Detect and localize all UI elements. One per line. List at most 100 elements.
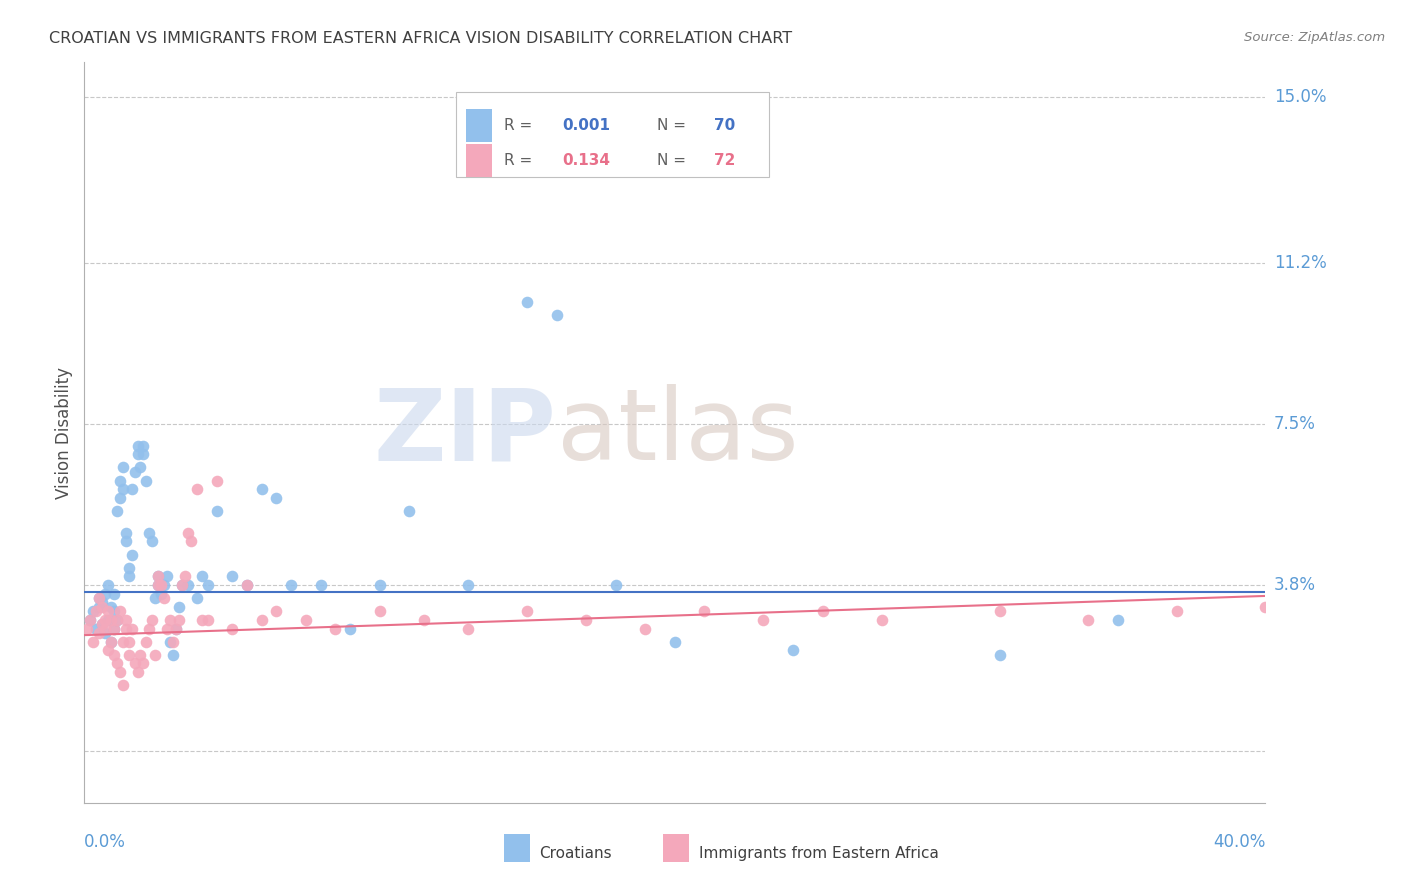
Point xyxy=(156,569,179,583)
Point xyxy=(156,622,179,636)
Point xyxy=(118,634,141,648)
Text: N =: N = xyxy=(657,153,686,168)
Point xyxy=(546,308,568,322)
Point xyxy=(135,634,157,648)
Point xyxy=(325,622,347,636)
Text: 70: 70 xyxy=(714,118,735,133)
Text: 0.134: 0.134 xyxy=(562,153,610,168)
Point xyxy=(368,578,391,592)
Point xyxy=(111,634,134,648)
Point xyxy=(516,604,538,618)
Point xyxy=(108,665,131,680)
Point xyxy=(132,447,155,461)
Point xyxy=(100,634,122,648)
Point xyxy=(1254,599,1277,614)
Point xyxy=(153,591,176,606)
Point xyxy=(266,604,288,618)
Point xyxy=(82,604,104,618)
Point xyxy=(173,569,195,583)
Point xyxy=(162,634,184,648)
Point xyxy=(143,648,166,662)
Bar xyxy=(465,109,492,143)
Point xyxy=(143,591,166,606)
Point xyxy=(752,613,775,627)
Text: ZIP: ZIP xyxy=(374,384,557,481)
Point xyxy=(1107,613,1129,627)
Point xyxy=(114,622,136,636)
Point xyxy=(309,578,332,592)
Text: 0.0%: 0.0% xyxy=(84,833,127,851)
Point xyxy=(413,613,436,627)
Point xyxy=(167,613,190,627)
Point xyxy=(170,578,193,592)
Point xyxy=(191,613,214,627)
Point xyxy=(108,604,131,618)
Point xyxy=(127,439,149,453)
Point xyxy=(180,534,202,549)
Point xyxy=(94,626,117,640)
Point xyxy=(167,599,190,614)
Text: Croatians: Croatians xyxy=(538,846,612,861)
Point xyxy=(103,622,125,636)
Point xyxy=(150,587,173,601)
Point xyxy=(91,599,114,614)
Point xyxy=(84,622,107,636)
Point xyxy=(148,569,170,583)
Bar xyxy=(503,834,530,862)
Point xyxy=(124,465,146,479)
Point xyxy=(138,525,160,540)
Point xyxy=(148,578,170,592)
Point xyxy=(221,569,243,583)
Point xyxy=(127,665,149,680)
Point xyxy=(250,613,273,627)
Point xyxy=(87,626,111,640)
Point xyxy=(105,504,128,518)
Text: N =: N = xyxy=(657,118,686,133)
Point xyxy=(118,560,141,574)
Point xyxy=(693,604,716,618)
Point xyxy=(295,613,318,627)
Point xyxy=(207,474,229,488)
Point xyxy=(664,634,686,648)
Point xyxy=(605,578,627,592)
Point xyxy=(105,613,128,627)
Point xyxy=(150,578,173,592)
Text: 0.001: 0.001 xyxy=(562,118,610,133)
Bar xyxy=(664,834,689,862)
Point xyxy=(97,578,120,592)
Point xyxy=(118,569,141,583)
Point xyxy=(159,613,181,627)
Point xyxy=(111,678,134,692)
Point xyxy=(87,591,111,606)
Point xyxy=(94,587,117,601)
Text: 3.8%: 3.8% xyxy=(1274,576,1316,594)
Point xyxy=(221,622,243,636)
Point xyxy=(94,622,117,636)
Point xyxy=(129,460,152,475)
Point xyxy=(103,648,125,662)
Bar xyxy=(465,144,492,178)
Point xyxy=(1077,613,1099,627)
Point xyxy=(177,525,200,540)
Point xyxy=(108,474,131,488)
Point xyxy=(127,447,149,461)
Point xyxy=(103,587,125,601)
Point xyxy=(165,622,187,636)
Text: 7.5%: 7.5% xyxy=(1274,415,1316,433)
Point xyxy=(339,622,361,636)
Point xyxy=(575,613,598,627)
Text: 40.0%: 40.0% xyxy=(1213,833,1265,851)
Text: R =: R = xyxy=(503,118,531,133)
Point xyxy=(132,657,155,671)
Point xyxy=(91,617,114,632)
Point xyxy=(79,613,101,627)
Point xyxy=(91,617,114,632)
FancyBboxPatch shape xyxy=(457,92,769,178)
Point xyxy=(118,648,141,662)
Point xyxy=(988,604,1011,618)
Point xyxy=(97,613,120,627)
Point xyxy=(782,643,804,657)
Point xyxy=(103,622,125,636)
Point xyxy=(100,634,122,648)
Point xyxy=(91,595,114,609)
